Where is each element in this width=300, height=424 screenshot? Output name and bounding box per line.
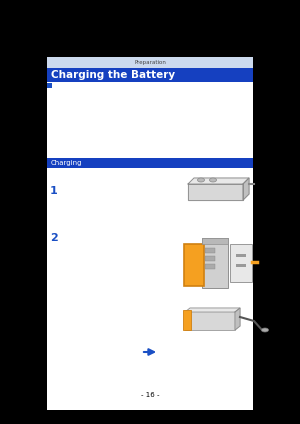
Text: 1: 1 [50, 186, 58, 196]
Text: - 16 -: - 16 - [141, 392, 159, 398]
Polygon shape [243, 178, 249, 200]
Text: Charging the Battery: Charging the Battery [51, 70, 175, 80]
Bar [205, 256, 215, 261]
Bar [47, 158, 253, 168]
Polygon shape [235, 308, 240, 330]
Polygon shape [185, 308, 240, 312]
Bar [47, 57, 253, 68]
Bar [230, 244, 252, 282]
Ellipse shape [197, 178, 205, 182]
Bar [205, 264, 215, 269]
Bar [202, 238, 228, 288]
Bar [205, 248, 215, 253]
Bar [185, 312, 235, 330]
Text: Preparation: Preparation [134, 60, 166, 65]
Ellipse shape [262, 328, 268, 332]
Text: 2: 2 [50, 233, 58, 243]
Bar [47, 57, 253, 410]
Bar [183, 310, 191, 330]
Text: Charging: Charging [51, 160, 83, 166]
Bar [236, 254, 246, 257]
Bar [236, 264, 246, 267]
Bar [184, 244, 204, 286]
Bar [47, 68, 253, 82]
Ellipse shape [209, 178, 217, 182]
Bar [47, 83, 52, 88]
Bar [202, 238, 228, 244]
Polygon shape [188, 178, 249, 184]
Polygon shape [188, 184, 243, 200]
